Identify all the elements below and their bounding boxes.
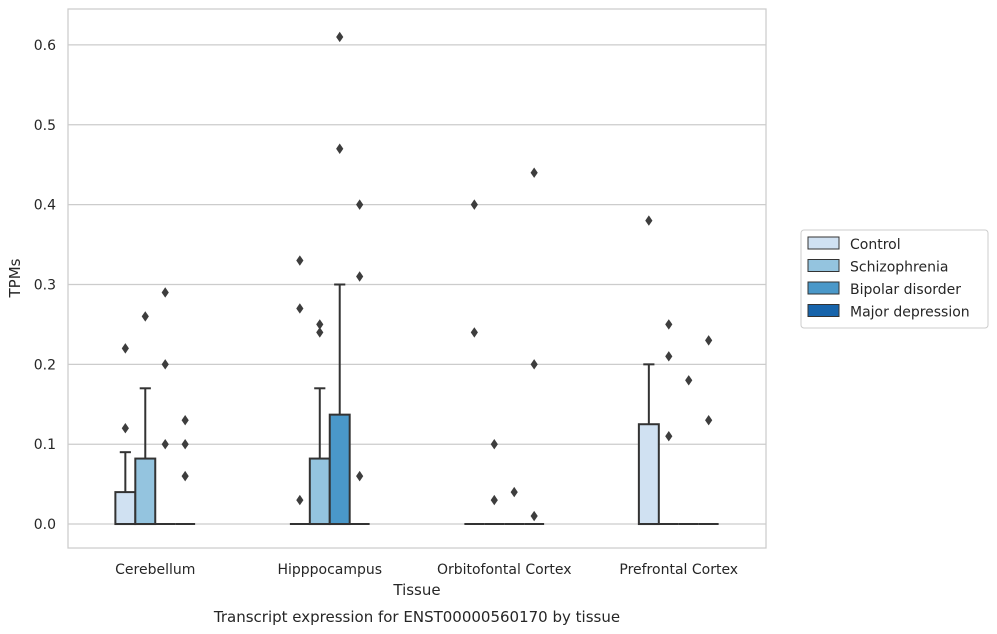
outlier-point: [665, 319, 673, 330]
outlier-point: [665, 351, 673, 362]
outlier-point: [530, 167, 538, 178]
outlier-point: [181, 470, 189, 482]
legend-label: Schizophrenia: [850, 260, 948, 276]
outlier-point: [530, 359, 538, 370]
outlier-point: [336, 143, 344, 154]
box: [504, 486, 525, 526]
outlier-point: [181, 438, 189, 450]
y-tick-label: 0.3: [34, 277, 56, 293]
outlier-point: [705, 335, 713, 346]
outlier-point: [121, 423, 129, 434]
legend-label: Bipolar disorder: [850, 282, 961, 298]
box: [175, 415, 196, 526]
legend-frame: [800, 229, 989, 329]
legend-swatch: [807, 259, 840, 272]
legend-swatch: [807, 304, 840, 317]
outlier-point: [685, 375, 693, 386]
box-body: [114, 491, 137, 526]
outlier-point: [356, 470, 364, 482]
legend: Control Schizophrenia Bipolar disorder Majo…: [800, 229, 989, 329]
plot-frame: [67, 8, 767, 549]
box: [658, 319, 679, 526]
outlier-point: [356, 199, 364, 210]
outlier-point: [161, 438, 169, 450]
x-tick-label: Hipppocampus: [277, 562, 382, 578]
box: [155, 287, 176, 526]
box-body: [328, 413, 351, 526]
outlier-point: [181, 415, 189, 426]
outlier-point: [665, 431, 673, 442]
outlier-point: [470, 327, 478, 338]
box: [134, 311, 157, 526]
box-body: [308, 457, 331, 526]
y-axis-ticks: 0.0 0.1 0.2 0.3 0.4 0.5 0.6: [34, 38, 56, 533]
box: [484, 438, 505, 526]
outlier-point: [161, 287, 169, 298]
box: [328, 31, 351, 526]
y-tick-label: 0.2: [34, 357, 56, 373]
box: [289, 255, 310, 526]
outlier-point: [510, 486, 518, 498]
outlier-point: [645, 215, 653, 226]
box: [349, 199, 370, 526]
y-tick-label: 0.5: [34, 118, 56, 134]
outlier-point: [121, 343, 129, 354]
box: [678, 375, 699, 526]
chart-caption: Transcript expression for ENST0000056017…: [213, 608, 620, 626]
x-axis-label: Tissue: [392, 581, 440, 599]
x-tick-label: Prefrontal Cortex: [619, 562, 738, 578]
x-tick-label: Orbitofontal Cortex: [437, 562, 572, 578]
outlier-point: [356, 271, 364, 282]
box: [698, 335, 719, 526]
y-tick-label: 0.6: [34, 38, 56, 54]
box-body: [134, 457, 157, 526]
box: [464, 199, 485, 526]
y-tick-label: 0.4: [34, 198, 56, 214]
outlier-point: [316, 327, 324, 338]
outlier-point: [296, 255, 304, 266]
y-axis-label: TPMs: [6, 258, 24, 298]
outlier-point: [336, 31, 344, 43]
legend-swatch: [807, 236, 840, 250]
x-tick-label: Cerebellum: [115, 562, 195, 578]
legend-swatch: [807, 281, 840, 295]
outlier-point: [490, 438, 498, 450]
box: [524, 167, 545, 526]
outlier-point: [530, 510, 538, 522]
outlier-point: [705, 415, 713, 426]
box-body: [637, 423, 660, 526]
outlier-point: [296, 303, 304, 314]
box: [637, 215, 660, 526]
outlier-point: [296, 494, 304, 506]
box-groups: [114, 31, 719, 526]
y-tick-label: 0.1: [34, 437, 56, 453]
legend-label: Control: [850, 237, 901, 253]
outlier-point: [141, 311, 149, 322]
legend-label: Major depression: [850, 305, 970, 321]
y-tick-label: 0.0: [34, 517, 56, 533]
outlier-point: [470, 199, 478, 210]
outlier-point: [490, 494, 498, 506]
outlier-point: [161, 359, 169, 370]
outlier-point: [316, 319, 324, 330]
x-axis-ticks: Cerebellum Hipppocampus Orbitofontal Corte…: [115, 562, 738, 578]
plot-background: [68, 9, 766, 548]
